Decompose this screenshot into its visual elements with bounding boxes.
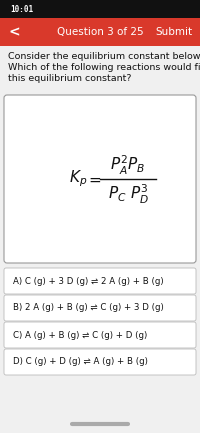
Text: $\mathit{P}_A^2\mathit{P}_B$: $\mathit{P}_A^2\mathit{P}_B$ [110,153,146,177]
Text: $\mathit{P}_C\ \mathit{P}_D^3$: $\mathit{P}_C\ \mathit{P}_D^3$ [108,182,148,206]
Text: D) C (g) + D (g) ⇌ A (g) + B (g): D) C (g) + D (g) ⇌ A (g) + B (g) [13,358,148,366]
Text: C) A (g) + B (g) ⇌ C (g) + D (g): C) A (g) + B (g) ⇌ C (g) + D (g) [13,330,147,339]
Text: 10:01: 10:01 [10,6,33,14]
FancyBboxPatch shape [4,268,196,294]
Text: A) C (g) + 3 D (g) ⇌ 2 A (g) + B (g): A) C (g) + 3 D (g) ⇌ 2 A (g) + B (g) [13,277,164,285]
Text: Which of the following reactions would fit: Which of the following reactions would f… [8,63,200,72]
Text: Question 3 of 25: Question 3 of 25 [57,27,143,37]
Text: this equilibrium constant?: this equilibrium constant? [8,74,132,83]
Text: $\mathit{K}_p$: $\mathit{K}_p$ [69,169,87,189]
Text: <: < [8,25,20,39]
FancyBboxPatch shape [4,322,196,348]
Text: B) 2 A (g) + B (g) ⇌ C (g) + 3 D (g): B) 2 A (g) + B (g) ⇌ C (g) + 3 D (g) [13,304,164,313]
FancyBboxPatch shape [0,18,200,46]
Text: Submit: Submit [155,27,192,37]
FancyBboxPatch shape [4,95,196,263]
FancyBboxPatch shape [4,295,196,321]
Text: $=$: $=$ [86,171,102,187]
FancyBboxPatch shape [4,349,196,375]
FancyBboxPatch shape [0,0,200,18]
Text: Consider the equilibrium constant below.: Consider the equilibrium constant below. [8,52,200,61]
